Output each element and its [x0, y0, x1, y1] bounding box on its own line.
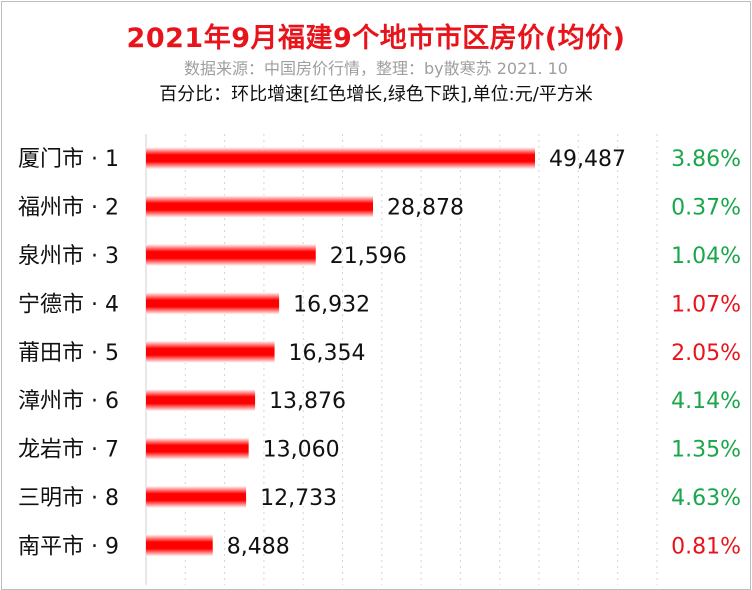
category-label: 莆田市 · 5: [18, 341, 119, 366]
bar: [146, 389, 256, 412]
category-label: 宁德市 · 4: [18, 292, 119, 317]
pct-label: 4.63%: [671, 486, 741, 511]
bar: [146, 244, 316, 266]
pct-label: 3.86%: [671, 147, 741, 172]
pct-label: 1.04%: [671, 244, 741, 269]
pct-label: 0.37%: [671, 196, 741, 221]
value-label: 16,932: [293, 292, 370, 317]
category-label: 南平市 · 9: [18, 534, 119, 559]
pct-label: 1.07%: [671, 292, 741, 317]
bar: [146, 340, 275, 363]
value-label: 13,060: [263, 438, 340, 463]
bar: [146, 486, 247, 508]
bar: [146, 437, 249, 460]
pct-label: 0.81%: [671, 534, 741, 559]
value-label: 28,878: [387, 196, 464, 221]
bar: [146, 292, 280, 315]
bar: [146, 195, 373, 218]
value-label: 21,596: [330, 244, 407, 269]
value-label: 8,488: [227, 534, 290, 559]
pct-label: 2.05%: [671, 341, 741, 366]
category-label: 厦门市 · 1: [18, 147, 119, 172]
category-label: 三明市 · 8: [18, 486, 119, 511]
category-label: 泉州市 · 3: [18, 244, 119, 269]
category-label: 漳州市 · 6: [18, 389, 119, 414]
chart-source: 数据来源：中国房价行情，整理：by散寒苏 2021. 10: [184, 59, 568, 78]
value-label: 13,876: [269, 389, 346, 414]
value-label: 49,487: [549, 147, 626, 172]
bar: [146, 147, 535, 170]
value-label: 12,733: [260, 486, 337, 511]
bar: [146, 534, 213, 557]
pct-label: 4.14%: [671, 389, 741, 414]
chart-title: 2021年9月福建9个地市市区房价(均价): [126, 23, 626, 54]
category-label: 福州市 · 2: [18, 196, 119, 221]
category-label: 龙岩市 · 7: [18, 438, 119, 463]
chart-subtitle: 百分比：环比增速[红色增长,绿色下跌],单位:元/平方米: [159, 84, 593, 105]
pct-label: 1.35%: [671, 438, 741, 463]
value-label: 16,354: [289, 341, 366, 366]
